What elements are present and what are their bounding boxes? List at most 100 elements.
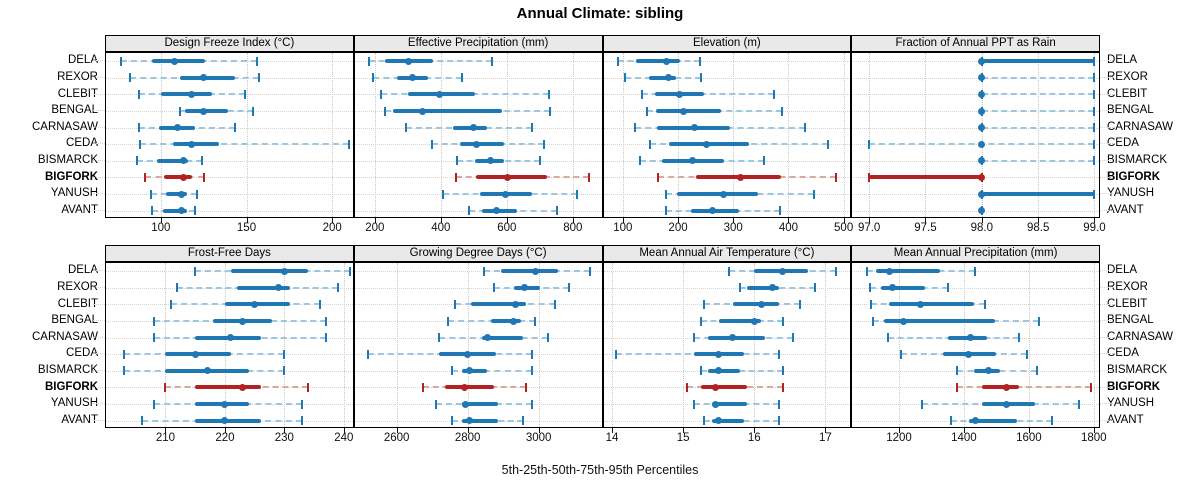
whisker-cap-95th — [834, 172, 837, 182]
whisker-cap-95th — [778, 349, 781, 359]
row-guide-ext — [93, 110, 105, 112]
row-guide-ext — [93, 60, 105, 62]
row-guide-ext — [1100, 386, 1113, 388]
row-guide-ext — [93, 93, 105, 95]
row-rexor — [603, 70, 851, 87]
row-guide-ext — [1100, 209, 1113, 211]
whisker-cap-95th — [1050, 416, 1053, 426]
row-guide-ext — [93, 76, 105, 78]
axis-tick — [825, 428, 827, 433]
whisker-cap-95th — [1093, 139, 1096, 149]
row-bengal — [603, 103, 851, 120]
whisker-cap-95th — [319, 299, 322, 309]
row-ceda — [354, 136, 602, 153]
whisker-cap-5th — [372, 73, 375, 83]
whisker-cap-5th — [454, 299, 457, 309]
row-ceda — [106, 136, 353, 153]
interval-25-75 — [172, 142, 220, 147]
whisker-cap-95th — [1093, 73, 1096, 83]
panel-mean-annual-air-temperature — [602, 262, 852, 428]
whisker-cap-95th — [1089, 382, 1092, 392]
row-guide-ext — [1100, 193, 1113, 195]
median-dot — [889, 284, 896, 292]
row-clebit — [852, 296, 1099, 313]
gridline-1200 — [899, 263, 900, 427]
row-bismarck — [852, 153, 1099, 170]
median-dot — [715, 350, 723, 358]
whisker-cap-95th — [534, 316, 537, 326]
whisker-cap-5th — [434, 399, 437, 409]
station-label-left-rexor: REXOR — [57, 70, 98, 83]
whisker-cap-5th — [422, 382, 425, 392]
interval-25-75 — [711, 418, 744, 423]
row-rexor — [106, 280, 353, 297]
axis-tick — [467, 428, 469, 433]
station-label-left-ceda: CEDA — [66, 347, 98, 360]
gridline-100 — [160, 53, 162, 217]
row-bengal — [603, 313, 851, 330]
whisker-cap-5th — [383, 106, 386, 116]
whisker-cap-5th — [456, 156, 459, 166]
row-guide-ext — [1100, 143, 1113, 145]
whisker-cap-95th — [301, 416, 304, 426]
panel-design-freeze-index — [105, 52, 354, 218]
median-dot — [179, 157, 187, 165]
axis-tick-label: 2600 — [383, 432, 410, 444]
row-avant — [106, 412, 353, 427]
whisker-cap-5th — [122, 366, 125, 376]
gridline-240 — [343, 263, 345, 427]
whisker-cap-5th — [692, 333, 695, 343]
axis-tick-label: 200 — [365, 222, 385, 234]
row-rexor — [106, 70, 353, 87]
row-guide — [106, 194, 353, 196]
panel-strip-growing-degree-days: Growing Degree Days (°C) — [353, 245, 603, 262]
whisker-cap-95th — [194, 206, 197, 216]
median-dot — [188, 90, 196, 98]
row-guide — [852, 287, 1099, 289]
station-label-right-clebit: CLEBIT — [1107, 87, 1148, 100]
row-guide-ext — [1100, 270, 1113, 272]
median-dot — [978, 157, 986, 165]
station-label-right-yanush: YANUSH — [1107, 397, 1155, 410]
whisker-cap-95th — [803, 123, 806, 133]
whisker-cap-5th — [699, 366, 702, 376]
whisker-cap-95th — [202, 172, 205, 182]
median-dot — [978, 90, 986, 98]
interval-25-75 — [165, 192, 187, 197]
gridline-1800 — [1093, 263, 1095, 427]
median-dot — [465, 367, 473, 375]
row-guide — [852, 160, 1099, 162]
whisker-cap-95th — [974, 266, 977, 276]
row-guide-ext — [93, 126, 105, 128]
whisker-cap-5th — [639, 156, 642, 166]
whisker-cap-95th — [546, 333, 549, 343]
whisker-cap-95th — [827, 139, 830, 149]
axis-tick-label: 98.5 — [1026, 222, 1050, 234]
row-guide-ext — [93, 419, 105, 421]
axis-tick-label: 400 — [431, 222, 451, 234]
row-carnasaw — [852, 119, 1099, 136]
median-dot — [1002, 383, 1010, 391]
whisker-cap-95th — [283, 349, 286, 359]
axis-tick-label: 100 — [151, 222, 171, 234]
row-ceda — [603, 136, 851, 153]
gridline-600 — [506, 53, 508, 217]
station-label-left-clebit: CLEBIT — [57, 87, 98, 100]
axis-caption: 5th-25th-50th-75th-95th Percentiles — [501, 463, 699, 477]
row-ceda — [354, 346, 602, 363]
interval-25-75 — [164, 175, 192, 180]
row-guide — [354, 287, 602, 289]
station-label-left-yanush: YANUSH — [50, 187, 98, 200]
panel-strip-frost-free-days: Frost-Free Days — [105, 245, 354, 262]
median-dot — [708, 207, 716, 215]
row-guide — [603, 287, 851, 289]
axis-tick — [396, 428, 398, 433]
axis-tick — [440, 218, 442, 223]
median-dot — [984, 367, 992, 375]
gridline-3000 — [538, 263, 540, 427]
station-label-right-carnasaw: CARNASAW — [1107, 330, 1174, 343]
whisker-cap-5th — [728, 266, 731, 276]
whisker-cap-95th — [567, 283, 570, 293]
interval-25-75 — [162, 208, 187, 213]
axis-tick-label: 1400 — [951, 432, 977, 444]
